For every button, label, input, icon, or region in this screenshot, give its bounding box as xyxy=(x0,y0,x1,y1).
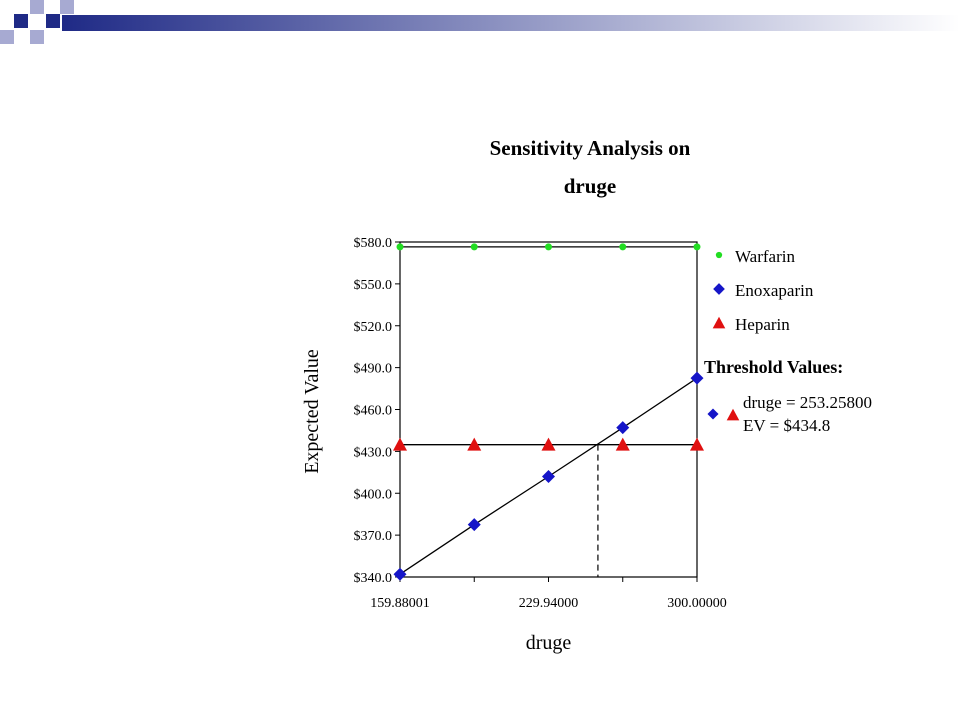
x-tick-label: 159.88001 xyxy=(370,596,430,611)
plot-area-frame xyxy=(399,241,698,578)
threshold-ev-value: EV = $434.8 xyxy=(743,416,830,435)
y-tick-label: $490.0 xyxy=(354,362,393,377)
legend-marker-warfarin xyxy=(715,251,723,259)
data-point-enoxaparin xyxy=(467,518,481,532)
y-tick-label: $370.0 xyxy=(354,529,393,544)
data-point-enoxaparin xyxy=(393,567,407,581)
y-tick-label: $460.0 xyxy=(354,404,393,419)
threshold-druge-value: druge = 253.25800 xyxy=(743,393,872,412)
series-markers xyxy=(393,243,704,581)
chart-title-line-2: druge xyxy=(564,174,617,198)
data-point-warfarin xyxy=(619,243,627,251)
data-point-warfarin xyxy=(470,243,478,251)
deco-square-light-3 xyxy=(60,0,74,14)
legend-label-enoxaparin: Enoxaparin xyxy=(735,281,814,300)
data-point-enoxaparin xyxy=(616,421,630,435)
legend-marker-enoxaparin xyxy=(713,283,725,295)
threshold-values: Threshold Values: druge = 253.25800 EV = $… xyxy=(704,357,872,435)
data-point-heparin xyxy=(615,437,630,451)
chart-title-line-1: Sensitivity Analysis on xyxy=(490,136,691,160)
x-axis-title: druge xyxy=(526,632,572,654)
threshold-marker-heparin xyxy=(726,408,740,421)
deco-square-light-1 xyxy=(30,0,44,14)
slide-decoration xyxy=(0,0,960,44)
deco-banner xyxy=(62,15,960,31)
y-tick-label: $520.0 xyxy=(354,320,393,335)
y-tick-label: $550.0 xyxy=(354,278,393,293)
data-point-heparin xyxy=(467,437,482,451)
y-tick-label: $340.0 xyxy=(354,571,393,586)
legend-label-heparin: Heparin xyxy=(735,315,790,334)
x-axis-ticks: 159.88001 229.94000 300.00000 xyxy=(370,577,727,611)
deco-square-light-4 xyxy=(0,30,14,44)
data-point-heparin xyxy=(690,437,704,451)
x-tick-label: 300.00000 xyxy=(667,596,727,611)
series-lines xyxy=(399,246,698,575)
data-point-heparin xyxy=(541,437,556,451)
deco-square-navy-1 xyxy=(14,14,28,28)
y-tick-label: $400.0 xyxy=(354,487,393,502)
data-point-warfarin xyxy=(693,243,701,251)
data-point-warfarin xyxy=(396,243,404,251)
y-tick-label: $430.0 xyxy=(354,445,393,460)
chart-title: Sensitivity Analysis on druge xyxy=(490,136,691,198)
deco-square-light-2 xyxy=(30,30,44,44)
data-point-heparin xyxy=(393,437,407,451)
data-point-enoxaparin xyxy=(690,371,704,385)
threshold-marker-enoxaparin xyxy=(707,408,719,420)
x-tick-label: 229.94000 xyxy=(519,596,579,611)
threshold-title: Threshold Values: xyxy=(704,357,843,377)
y-tick-label: $580.0 xyxy=(354,236,393,251)
deco-square-navy-2 xyxy=(46,14,60,28)
y-axis-ticks: $340.0 $370.0 $400.0 $430.0 $460.0 $490.0 $520… xyxy=(354,236,400,586)
y-axis-title: Expected Value xyxy=(301,349,323,474)
data-point-enoxaparin xyxy=(542,470,555,483)
legend-marker-heparin xyxy=(712,316,726,329)
legend: Warfarin Enoxaparin Heparin xyxy=(712,247,814,334)
data-point-warfarin xyxy=(545,243,552,251)
legend-label-warfarin: Warfarin xyxy=(735,247,795,266)
